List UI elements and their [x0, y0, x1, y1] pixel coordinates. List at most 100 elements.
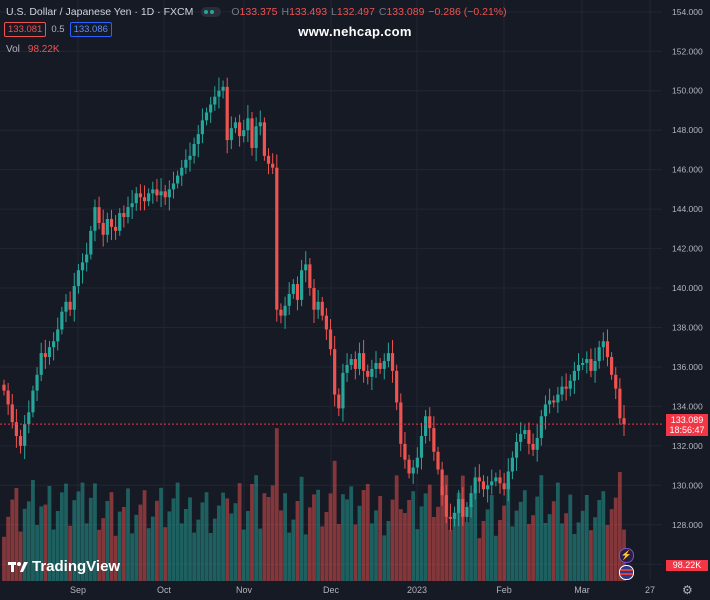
candle [196, 125, 200, 158]
volume-bar [369, 523, 374, 581]
volume-bar [411, 491, 416, 581]
volume-bar [188, 497, 192, 581]
volume-bar [274, 428, 279, 581]
flash-icon[interactable]: ⚡ [619, 548, 634, 563]
volume-bar [208, 533, 213, 581]
volume-bar [192, 532, 197, 581]
candle [271, 153, 275, 174]
us-flag-icon[interactable] [619, 565, 634, 580]
volume-legend: Vol 98.22K [6, 44, 60, 55]
price-axis[interactable]: 126.000128.000130.000132.000134.000136.0… [662, 0, 710, 600]
candle [27, 400, 31, 434]
candle [357, 342, 362, 376]
candle [295, 276, 300, 311]
volume-bar [105, 501, 110, 581]
candle [589, 348, 593, 378]
candle [80, 253, 85, 284]
volume-bar [506, 482, 511, 581]
volume-bar [295, 501, 300, 581]
candle [610, 352, 614, 380]
candle [618, 378, 622, 425]
time-axis[interactable]: Sep Oct Nov Dec 2023 Feb Mar 27 [70, 585, 655, 595]
volume-bar [204, 492, 209, 581]
volume-bar [225, 498, 230, 581]
candle [233, 117, 238, 134]
candle [386, 342, 390, 368]
candle [469, 485, 473, 518]
candle [510, 451, 514, 480]
volume-bar [485, 509, 490, 581]
volume-bar [303, 534, 308, 581]
candle [320, 296, 324, 321]
volume-bar [183, 509, 188, 581]
candle [60, 306, 64, 335]
volume-bar [179, 523, 184, 581]
volume-bar [258, 528, 263, 581]
volume-bar [146, 528, 151, 581]
volume-bar [76, 491, 81, 581]
candle [192, 137, 196, 164]
y-tick-label: 136.000 [672, 362, 703, 372]
volume-bar [609, 509, 614, 581]
candle [188, 142, 192, 172]
volume-bar [237, 483, 242, 581]
candle [390, 339, 395, 383]
volume-label: Vol [6, 44, 20, 55]
volume-bar [130, 533, 135, 581]
candle [481, 475, 486, 497]
candle [465, 502, 469, 522]
y-tick-label: 144.000 [672, 204, 703, 214]
x-tick-label: Nov [236, 585, 253, 595]
candle [159, 178, 163, 208]
volume-bar [365, 484, 370, 581]
volume-bar [254, 475, 259, 581]
volume-bar [473, 489, 478, 581]
volume-bar [560, 523, 564, 581]
tradingview-logo-icon [8, 561, 28, 572]
sell-button[interactable]: 133.081 [4, 22, 47, 37]
candle [452, 506, 457, 527]
volume-bar [427, 484, 432, 581]
candle [10, 393, 14, 429]
candle [275, 154, 279, 322]
candlestick-series [2, 77, 626, 531]
open-label: O [231, 6, 240, 18]
volume-bar [43, 504, 48, 581]
candle [147, 188, 151, 207]
candle [506, 458, 510, 502]
settings-icon[interactable]: ⚙ [682, 583, 693, 597]
low-label: L [331, 6, 337, 18]
volume-bar [291, 519, 296, 581]
candle [622, 405, 626, 436]
volume-bar [121, 507, 126, 581]
volume-bar [47, 486, 52, 581]
x-tick-label: Sep [70, 585, 86, 595]
volume-bar [167, 511, 172, 581]
market-status-icon[interactable] [201, 7, 222, 17]
volume-bar [374, 510, 378, 581]
volume-bar [382, 535, 387, 581]
candle [572, 361, 576, 394]
candle [601, 332, 605, 361]
volume-bar [539, 475, 544, 581]
tradingview-brand[interactable]: TradingView [8, 558, 120, 575]
volume-bar [551, 501, 556, 581]
y-tick-label: 148.000 [672, 125, 703, 135]
candle [105, 212, 109, 243]
candle [349, 354, 353, 370]
x-tick-label: 27 [645, 585, 655, 595]
y-tick-label: 154.000 [672, 7, 703, 17]
candle [370, 359, 374, 391]
y-tick-label: 128.000 [672, 520, 703, 530]
buy-button[interactable]: 133.086 [69, 22, 112, 37]
candle [142, 185, 147, 211]
symbol-title[interactable]: U.S. Dollar / Japanese Yen · 1D · FXCM [6, 6, 194, 18]
x-tick-label: Dec [323, 585, 340, 595]
volume-bar [403, 513, 407, 581]
candle [597, 340, 601, 369]
high-value: 133.493 [289, 6, 328, 18]
candle [167, 180, 171, 211]
volume-bar [518, 501, 523, 581]
candle [581, 358, 585, 370]
